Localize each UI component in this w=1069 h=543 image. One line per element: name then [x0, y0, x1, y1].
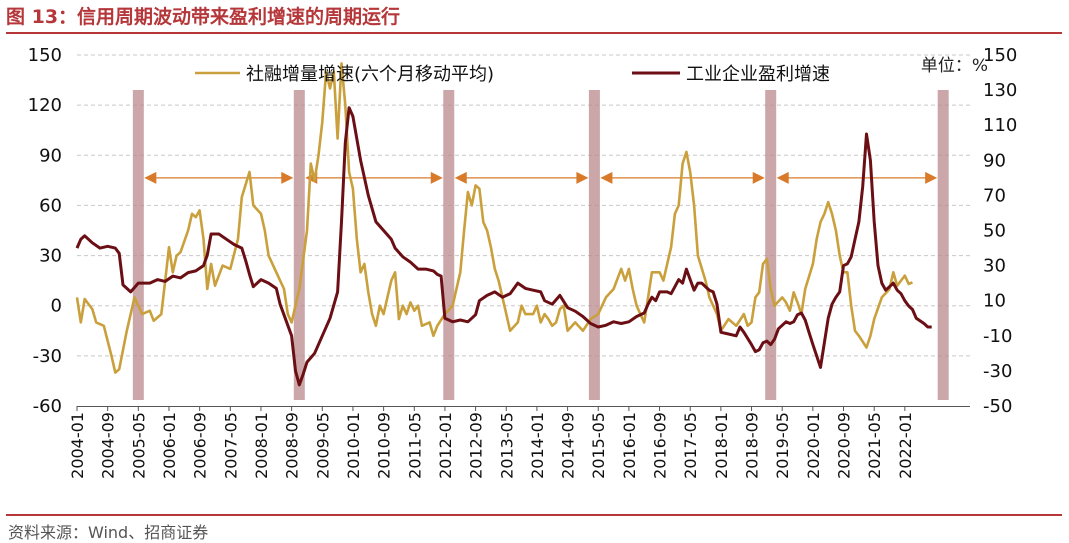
- source-note: 资料来源：Wind、招商证券: [8, 523, 209, 542]
- cycle-arrow-head-right: [281, 171, 294, 184]
- x-tick-label: 2020-01: [804, 412, 823, 479]
- x-tick-label: 2012-01: [436, 412, 455, 479]
- x-tick-label: 2004-09: [99, 412, 118, 479]
- left-tick-label: -30: [33, 346, 62, 367]
- turning-point-band: [588, 90, 600, 400]
- unit-label: 单位：%: [921, 56, 988, 76]
- cycle-arrow-head-left: [454, 171, 467, 184]
- x-tick-label: 2009-05: [313, 412, 332, 479]
- left-tick-label: 90: [39, 145, 62, 166]
- turning-point-band: [937, 90, 949, 400]
- footer-rule: [6, 514, 1062, 516]
- x-tick-label: 2017-05: [681, 412, 700, 479]
- left-tick-label: 60: [39, 195, 62, 216]
- turning-point-band: [293, 90, 305, 400]
- x-tick-label: 2011-05: [405, 412, 424, 479]
- right-tick-label: 90: [983, 150, 1006, 171]
- right-tick-label: -10: [983, 326, 1012, 347]
- legend-label-2: 工业企业盈利增速: [686, 64, 830, 85]
- series-line-2: [75, 106, 932, 387]
- x-tick-label: 2020-09: [835, 412, 854, 479]
- cycle-arrow-head-right: [430, 171, 443, 184]
- left-tick-label: 0: [51, 296, 62, 317]
- legend: 社融增量增速(六个月移动平均) 工业企业盈利增速: [195, 64, 830, 85]
- left-tick-label: 30: [39, 246, 62, 267]
- cycle-arrow-head-left: [776, 171, 789, 184]
- x-tick-label: 2021-05: [865, 412, 884, 479]
- right-tick-label: 50: [983, 221, 1006, 242]
- x-tick-label: 2018-09: [743, 412, 762, 479]
- x-tick-label: 2010-09: [375, 412, 394, 479]
- right-tick-label: 10: [983, 291, 1006, 312]
- right-tick-label: 70: [983, 185, 1006, 206]
- turning-point-band: [765, 90, 777, 400]
- x-tick-label: 2012-09: [467, 412, 486, 479]
- cycle-arrow-head-right: [752, 171, 765, 184]
- x-tick-label: 2016-01: [620, 412, 639, 479]
- x-tick-label: 2018-01: [712, 412, 731, 479]
- axes: 150 120 90 60 30 0 -30 -60 150 130 110 90 70 50 30 10 -1…: [28, 45, 1018, 479]
- x-tick-label: 2015-05: [589, 412, 608, 479]
- right-tick-label: 30: [983, 256, 1006, 277]
- x-tick-label: 2014-01: [528, 412, 547, 479]
- cycle-arrow-head-left: [600, 171, 613, 184]
- x-tick-label: 2005-05: [129, 412, 148, 479]
- x-tick-label: 2010-01: [344, 412, 363, 479]
- turning-point-band: [132, 90, 144, 400]
- right-tick-label: -50: [983, 396, 1012, 417]
- x-tick-label: 2019-05: [773, 412, 792, 479]
- x-tick-label: 2016-09: [651, 412, 670, 479]
- series-line-1: [75, 62, 914, 374]
- cycle-arrow-head-right: [576, 171, 589, 184]
- series-layer: [75, 62, 932, 387]
- figure-title: 图 13：信用周期波动带来盈利增速的周期运行: [6, 6, 401, 28]
- left-tick-label: -60: [33, 396, 62, 417]
- shaded-periods: [132, 90, 949, 400]
- left-tick-label: 120: [28, 95, 62, 116]
- x-tick-label: 2014-09: [559, 412, 578, 479]
- cycle-arrows: [144, 171, 938, 184]
- legend-label-1: 社融增量增速(六个月移动平均): [246, 64, 494, 85]
- x-tick-label: 2008-09: [283, 412, 302, 479]
- x-tick-label: 2006-09: [191, 412, 210, 479]
- x-tick-label: 2022-01: [896, 412, 915, 479]
- x-tick-label: 2008-01: [252, 412, 271, 479]
- title-rule: [6, 32, 1062, 34]
- cycle-arrow-head-right: [925, 171, 938, 184]
- right-tick-label: 130: [983, 80, 1017, 101]
- right-tick-label: 110: [983, 115, 1017, 136]
- left-tick-label: 150: [28, 45, 62, 66]
- x-tick-label: 2013-05: [497, 412, 516, 479]
- x-tick-label: 2006-01: [160, 412, 179, 479]
- x-tick-label: 2004-01: [68, 412, 87, 479]
- x-tick-label: 2007-05: [221, 412, 240, 479]
- right-tick-label: -30: [983, 361, 1012, 382]
- cycle-arrow-head-left: [144, 171, 157, 184]
- right-tick-label: 150: [983, 45, 1017, 66]
- turning-point-band: [443, 90, 455, 400]
